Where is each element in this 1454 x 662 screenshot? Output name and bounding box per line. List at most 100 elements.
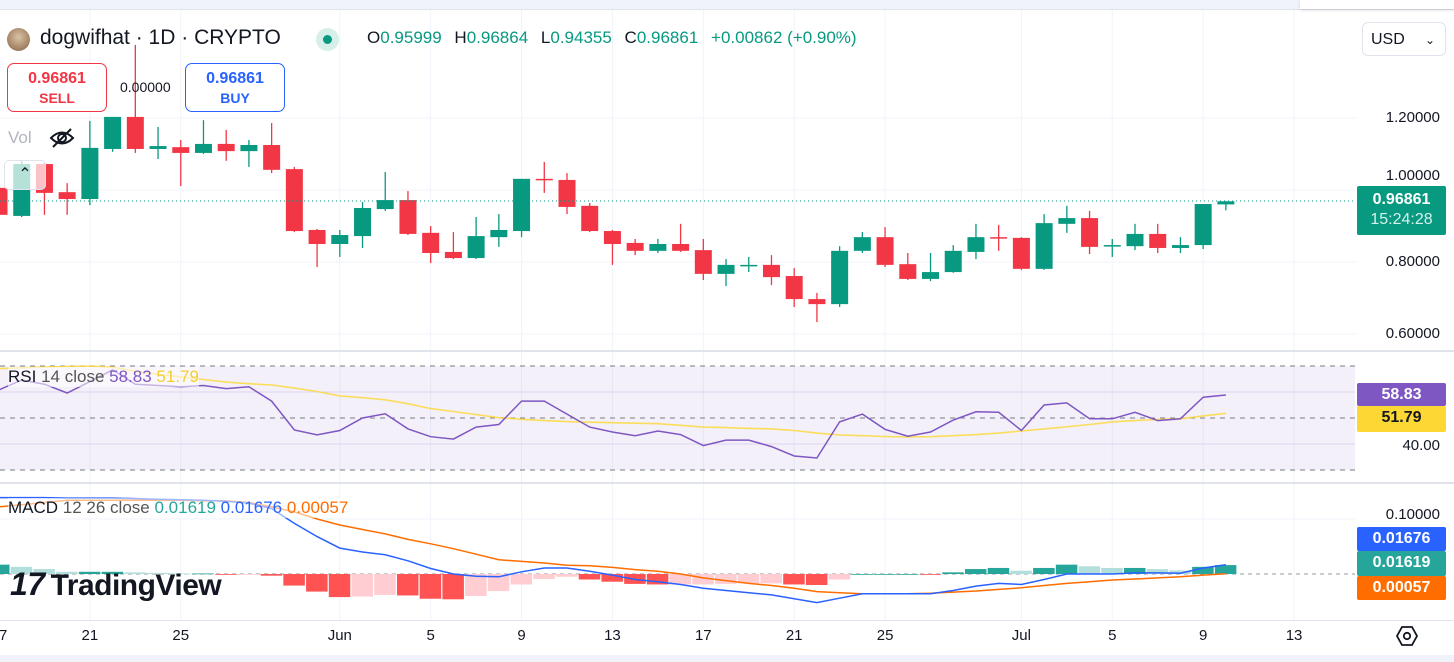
candle — [944, 245, 962, 273]
macd-histogram-bar — [601, 574, 623, 582]
macd-histogram-bar — [533, 574, 555, 579]
candle-body — [126, 116, 144, 149]
candle-body — [217, 143, 235, 152]
candle-body — [876, 237, 894, 265]
candle-body — [535, 178, 553, 181]
candle — [1058, 205, 1076, 233]
top-right-panel — [1300, 0, 1454, 9]
macd-histogram-bar — [56, 571, 78, 574]
candle — [422, 226, 440, 264]
buy-button[interactable]: 0.96861 BUY — [185, 63, 285, 112]
macd-histogram-bar — [942, 572, 964, 574]
market-open-dot-icon — [316, 28, 339, 51]
chevron-up-icon: ⌃ — [18, 166, 32, 183]
macd-histogram-bar — [487, 574, 510, 592]
candle-body — [672, 244, 690, 251]
low-value: 0.94355 — [550, 28, 612, 47]
rsi-ma-value: 51.79 — [156, 367, 199, 386]
candle-body — [1149, 233, 1167, 248]
chevron-down-icon: ⌄ — [1424, 33, 1435, 47]
candle-body — [376, 200, 394, 210]
pane-divider[interactable] — [0, 482, 1454, 484]
macd-histogram-bar — [1033, 567, 1055, 574]
candle-body — [104, 116, 122, 149]
candle — [1012, 237, 1030, 270]
candle-body — [149, 146, 167, 149]
macd-histogram-bar — [1214, 565, 1237, 574]
close-label: C — [624, 28, 637, 47]
open-value: 0.95999 — [380, 28, 442, 47]
pane-divider[interactable] — [0, 350, 1454, 352]
candle — [694, 238, 712, 280]
chart-canvas[interactable] — [0, 0, 1355, 620]
settings-icon[interactable] — [1395, 624, 1419, 648]
candle-body — [785, 276, 803, 300]
macd-histogram-bar — [124, 572, 146, 574]
macd-histogram-bar — [1101, 567, 1123, 574]
candles — [0, 44, 1235, 323]
candle-body — [740, 264, 758, 267]
eye-off-icon[interactable] — [48, 126, 76, 150]
buy-price: 0.96861 — [206, 70, 264, 87]
macd-axis-label: 0.10000 — [1385, 506, 1440, 523]
collapse-legend-button[interactable]: ⌃ — [4, 160, 46, 190]
candle — [672, 223, 690, 252]
candle — [1171, 237, 1189, 253]
candle — [740, 256, 758, 273]
time-tick-label: 17 — [694, 627, 712, 644]
candle-body — [1035, 223, 1053, 269]
candle — [376, 172, 394, 211]
macd-histogram-bar — [578, 574, 601, 580]
symbol-title[interactable]: dogwifhat · 1D · CRYPTO — [40, 26, 281, 49]
sell-button[interactable]: 0.96861 SELL — [7, 63, 107, 112]
candle-body — [1171, 245, 1189, 248]
macd-histogram-bar — [33, 569, 55, 574]
candle — [81, 120, 99, 206]
rsi-legend[interactable]: RSI 14 close 58.83 51.79 — [8, 367, 199, 387]
last-price-tag: 0.96861 15:24:28 — [1357, 186, 1446, 235]
candle-body — [990, 237, 1008, 239]
candle — [649, 238, 667, 253]
candle — [717, 259, 735, 287]
candle — [263, 123, 281, 174]
macd-legend[interactable]: MACD 12 26 close 0.01619 0.01676 0.00057 — [8, 498, 349, 518]
tradingview-logo[interactable]: 17 TradingView — [10, 566, 222, 603]
macd-histogram-bar — [1169, 570, 1191, 574]
bottom-strip — [0, 655, 1454, 662]
ohlc-legend: O0.95999 H0.96864 L0.94355 C0.96861 +0.0… — [367, 28, 865, 48]
high-label: H — [454, 28, 467, 47]
time-tick-label: 13 — [1285, 627, 1303, 644]
macd-histogram-bar — [1146, 569, 1169, 574]
macd-histogram-bar — [964, 569, 987, 574]
candle-body — [1081, 218, 1099, 247]
candle-body — [853, 237, 871, 251]
macd-histogram-bar — [283, 574, 305, 586]
candle — [1081, 210, 1099, 255]
candle — [1103, 238, 1121, 257]
sell-price: 0.96861 — [28, 70, 86, 87]
macd-signal-value: 0.00057 — [286, 498, 349, 517]
macd-histogram-bar — [805, 574, 828, 585]
macd-hist-value: 0.01619 — [154, 498, 216, 517]
grid — [0, 10, 1355, 620]
macd-histogram-bar — [419, 574, 442, 599]
logo-text: TradingView — [50, 569, 222, 602]
macd-histogram-bar — [1078, 566, 1101, 574]
candle — [513, 178, 531, 238]
candle-body — [1217, 201, 1235, 205]
candle — [808, 292, 826, 323]
candle — [467, 217, 485, 260]
macd-histogram-bar — [101, 571, 124, 574]
candle-body — [513, 178, 531, 232]
time-axis[interactable] — [0, 620, 1454, 655]
bar-countdown: 15:24:28 — [1370, 211, 1433, 228]
currency-select[interactable]: USD ⌄ — [1362, 22, 1446, 56]
candle — [1194, 204, 1212, 250]
candle-body — [1194, 204, 1212, 246]
rsi-value-tag: 58.83 — [1357, 383, 1446, 406]
volume-indicator-label[interactable]: Vol — [8, 128, 32, 147]
macd-histogram-bar — [1124, 567, 1146, 574]
candle-body — [831, 250, 849, 305]
macd-histogram-bar — [896, 574, 919, 575]
time-tick-label: 9 — [1198, 627, 1208, 644]
